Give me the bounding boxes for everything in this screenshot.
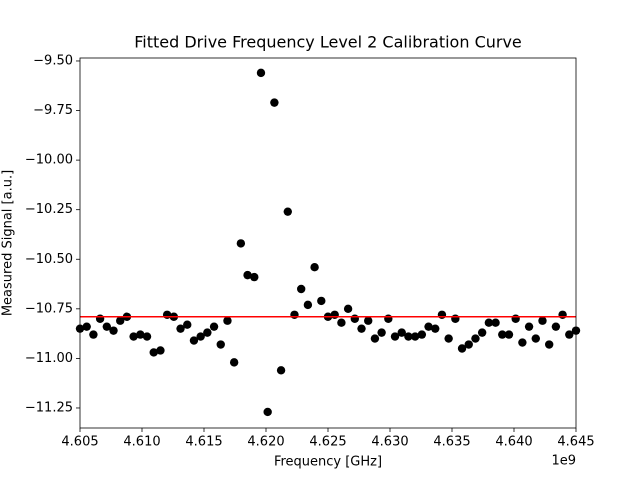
data-point [330,310,339,319]
data-point [256,68,266,78]
y-tick-label: −11.00 [25,351,73,366]
data-point [538,316,547,325]
data-point [498,330,507,339]
data-point [276,366,286,375]
data-point [565,330,574,339]
data-point [142,332,152,341]
data-point [310,262,319,272]
data-point [209,322,219,331]
data-point [263,407,272,417]
data-point [551,322,561,331]
data-point [504,330,514,339]
data-point [424,322,433,331]
data-point [183,320,192,329]
x-tick-label: 4.620 [247,435,284,450]
data-point [149,348,158,357]
data-point [477,328,487,337]
data-point [95,314,105,323]
data-point [491,318,500,327]
data-point [337,318,346,327]
data-point [223,316,232,325]
data-point [290,310,299,319]
data-point [243,270,252,280]
data-point [116,316,125,325]
chart-title: Fitted Drive Frequency Level 2 Calibrati… [134,33,522,52]
data-point [390,332,400,341]
data-point [270,98,279,107]
y-tick-label: −10.50 [25,252,73,267]
data-point [370,334,380,343]
data-point [404,332,413,341]
x-tick-label: 4.645 [557,435,594,450]
data-point [82,322,91,331]
y-tick-label: −9.75 [33,103,73,118]
data-point [544,340,554,349]
data-point [189,336,199,345]
data-point [136,330,145,339]
x-tick-label: 4.630 [371,435,408,450]
data-point [203,328,212,337]
data-point [236,239,246,248]
data-point [410,332,420,341]
data-point [196,332,205,341]
data-point [384,314,393,323]
data-point [229,358,239,367]
data-point [518,338,527,347]
x-tick-label: 4.640 [495,435,532,450]
data-point [397,328,406,337]
data-point [129,332,138,341]
y-tick-label: −10.00 [25,153,73,168]
data-point [343,304,353,314]
data-point [437,310,447,319]
data-point [350,314,360,323]
data-point [417,330,427,339]
data-point [451,314,460,323]
data-point [89,330,98,339]
data-point [484,318,494,327]
data-point [303,300,313,310]
x-tick-label: 4.610 [123,435,160,450]
y-axis-label: Measured Signal [a.u.] [1,170,16,316]
data-point [364,316,373,325]
x-offset-label: 1e9 [551,454,576,469]
x-tick-label: 4.615 [185,435,222,450]
data-point [283,207,292,216]
y-tick-label: −10.25 [25,202,73,217]
x-axis-label: Frequency [GHz] [274,455,382,470]
data-point [377,328,386,337]
x-tick-label: 4.605 [61,435,98,450]
data-point [109,326,118,335]
y-tick-label: −11.25 [25,400,73,415]
data-point [431,324,440,333]
x-tick-label: 4.635 [433,435,470,450]
data-point [357,324,366,333]
data-point [296,284,306,294]
x-tick-label: 4.625 [309,435,346,450]
data-point [511,314,520,323]
data-point [471,334,480,343]
y-tick-label: −9.50 [33,53,73,68]
data-point [457,344,467,353]
data-point [531,334,540,343]
data-point [156,346,165,355]
plot-frame [79,57,577,429]
y-tick-label: −10.75 [25,301,73,316]
data-point [102,322,112,331]
data-point [444,334,453,343]
data-point [216,340,225,349]
data-point [464,340,473,349]
data-point [558,310,567,319]
data-point [524,322,534,331]
data-point [176,324,185,333]
data-point [250,272,259,282]
data-point [317,296,326,306]
